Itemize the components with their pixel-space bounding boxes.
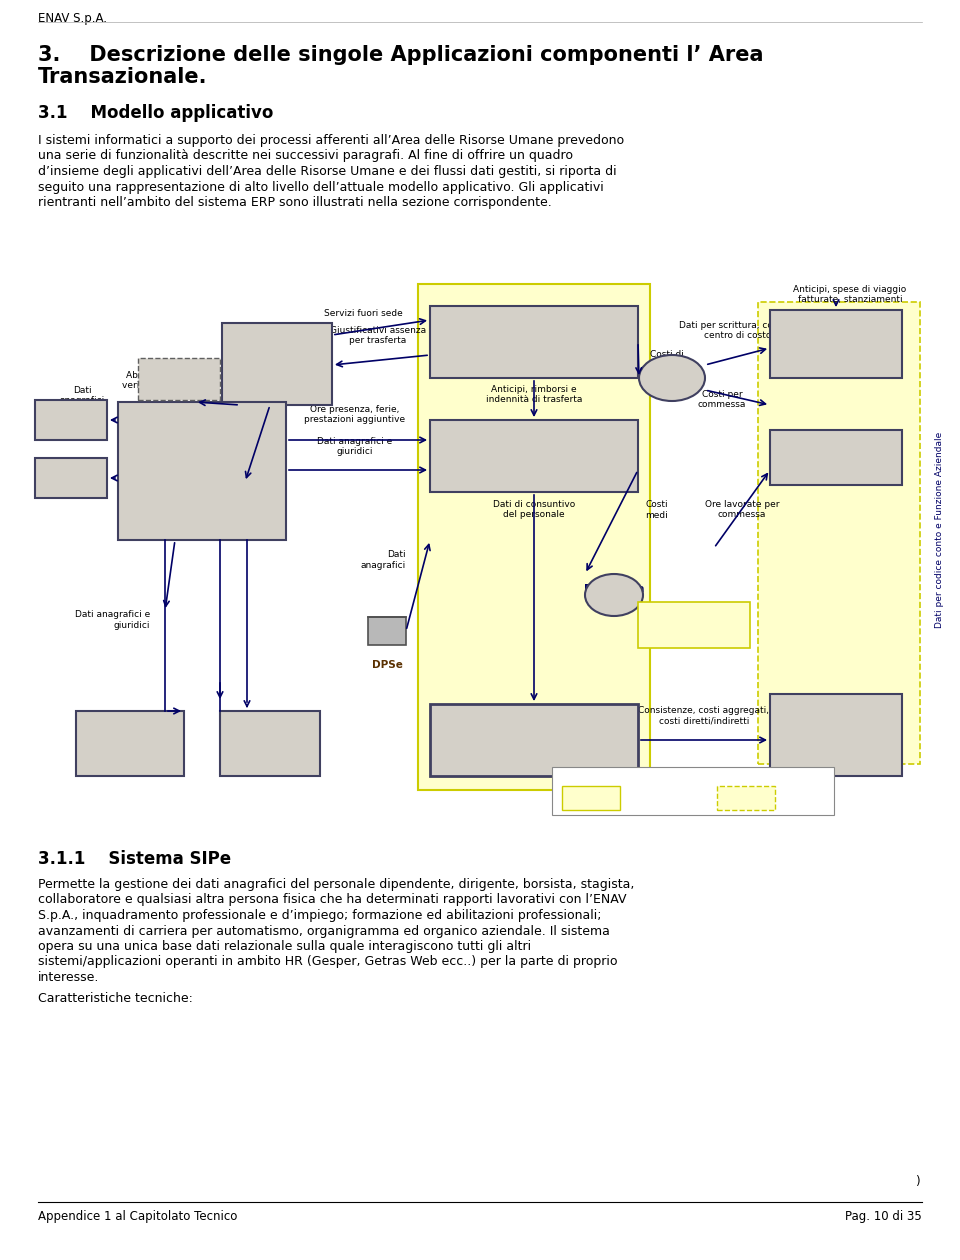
Bar [430,306,638,378]
Text: Siclav: Siclav [53,412,89,426]
Bar [717,786,775,810]
Text: Budget del
personale: Budget del personale [488,723,581,757]
Text: Dati di
impiego: Dati di impiego [244,416,280,435]
Text: Abilitazioni, dati di
verifica giustificativi: Abilitazioni, dati di verifica giustific… [122,370,214,391]
Bar [418,284,650,790]
Text: opera su una unica base dati relazionale sulla quale interagiscono tutti gli alt: opera su una unica base dati relazionale… [38,940,531,953]
Text: Oracle
Financial
Analyzer: Oracle Financial Analyzer [801,709,871,759]
Bar [222,323,332,404]
Text: Anticipi, rimborsi e
indennità di trasferta: Anticipi, rimborsi e indennità di trasfe… [486,386,582,404]
Bar [758,302,920,764]
Text: Applicativi
integrati: Applicativi integrati [567,789,614,808]
Text: Pag. 10 di 35: Pag. 10 di 35 [845,1210,922,1223]
Text: Consistenze, costi aggregati,
costi diretti/indiretti: Consistenze, costi aggregati, costi dire… [638,706,770,724]
Bar [430,704,638,776]
Text: Costi per
commessa: Costi per commessa [698,391,746,410]
Bar [552,767,834,815]
Text: d’insieme degli applicativi dell’Area delle Risorse Umane e dei flussi dati gest: d’insieme degli applicativi dell’Area de… [38,165,616,178]
Bar [118,402,286,541]
Bar [138,358,220,399]
Bar [35,457,107,498]
Text: Dati anagrafici e
giuridici: Dati anagrafici e giuridici [75,610,150,630]
Text: Gestione
Mobilità
Geografica: Gestione Mobilità Geografica [102,726,158,760]
Text: 3.1.1    Sistema SIPe: 3.1.1 Sistema SIPe [38,850,231,868]
Bar [562,786,620,810]
Text: Dati anagrafici e
giuridici: Dati anagrafici e giuridici [318,437,393,456]
Text: Permette la gestione dei dati anagrafici del personale dipendente, dirigente, bo: Permette la gestione dei dati anagrafici… [38,878,635,891]
Bar [770,694,902,776]
Text: Dati per codice conto e Funzione Aziendale: Dati per codice conto e Funzione Azienda… [935,432,945,629]
Text: Ore lavorate per
commessa: Ore lavorate per commessa [705,500,780,519]
Text: Dati
anagrafici: Dati anagrafici [60,386,105,404]
Text: 3.1    Modello applicativo: 3.1 Modello applicativo [38,105,274,122]
Text: ): ) [916,1176,920,1188]
Ellipse shape [585,575,643,616]
Text: GePe: GePe [510,447,559,465]
Text: una serie di funzionalità descritte nei successivi paragrafi. Al fine di offrire: una serie di funzionalità descritte nei … [38,150,573,163]
Text: Anticipi, spese di viaggio
fatturate, stanziamenti: Anticipi, spese di viaggio fatturate, st… [793,285,906,305]
Text: GESPER: GESPER [248,357,306,369]
Text: Dati
anagrafici: Dati anagrafici [361,551,406,570]
Text: GeTras: GeTras [502,333,566,352]
Bar [76,711,184,776]
Bar [770,430,902,485]
Text: Moduli ERP: Moduli ERP [721,794,771,803]
Text: Libro
matricola: Libro matricola [242,728,298,757]
Text: collaboratore e qualsiasi altra persona fisica che ha determinati rapporti lavor: collaboratore e qualsiasi altra persona … [38,893,627,906]
Text: Ore presenza, ferie,
prestazioni aggiuntive: Ore presenza, ferie, prestazioni aggiunt… [304,404,405,425]
Text: 3.    Descrizione delle singole Applicazioni componenti l’ Area: 3. Descrizione delle singole Applicazion… [38,45,763,66]
Text: Visio: Visio [57,470,85,484]
Text: interesse.: interesse. [38,971,100,984]
Text: Dati di consuntivo
del personale: Dati di consuntivo del personale [492,500,575,519]
Text: Servizi fuori sede: Servizi fuori sede [324,309,402,318]
Text: Giustificativi assenza
per trasferta: Giustificativi assenza per trasferta [330,325,426,345]
Bar [220,711,320,776]
Bar [35,399,107,440]
Text: SIPE: SIPE [181,461,223,479]
Text: Procedura val.
costi commessa: Procedura val. costi commessa [655,614,733,636]
Text: S.p.A., inquadramento professionale e d’impiego; formazione ed abilitazioni prof: S.p.A., inquadramento professionale e d’… [38,908,602,922]
Text: Appendice 1 al Capitolato Tecnico: Appendice 1 al Capitolato Tecnico [38,1210,237,1223]
Text: sistemi/applicazioni operanti in ambito HR (Gesper, Getras Web ecc..) per la par: sistemi/applicazioni operanti in ambito … [38,955,617,969]
Text: Transazionale.: Transazionale. [38,67,207,87]
Text: DPSe: DPSe [372,660,402,670]
Ellipse shape [639,355,705,401]
Text: rientranti nell’ambito del sistema ERP sono illustrati nella sezione corrisponde: rientranti nell’ambito del sistema ERP s… [38,197,552,209]
Text: Procedura
JET: Procedura JET [641,367,703,389]
Text: I sistemi informatici a supporto dei processi afferenti all’Area delle Risorse U: I sistemi informatici a supporto dei pro… [38,134,624,147]
Bar [430,420,638,491]
Bar [368,617,406,645]
Text: seguito una rappresentazione di alto livello dell’attuale modello applicativo. G: seguito una rappresentazione di alto liv… [38,180,604,194]
Text: Oracle GL: Oracle GL [795,335,877,350]
Text: Costi
medi: Costi medi [645,500,668,519]
Text: OTL: OTL [820,450,852,465]
Text: Dati per scrittura, conto e
centro di costo: Dati per scrittura, conto e centro di co… [680,320,797,340]
Text: Gestione
turni: Gestione turni [156,367,203,389]
Text: Caratteristiche tecniche:: Caratteristiche tecniche: [38,992,193,1005]
Text: Legenda: Legenda [669,767,717,777]
Bar [638,602,750,648]
Text: avanzamenti di carriera per automatismo, organigramma ed organico aziendale. Il : avanzamenti di carriera per automatismo,… [38,925,610,937]
Text: ENAV S.p.A.: ENAV S.p.A. [38,13,107,25]
Text: Procedura
pensioni: Procedura pensioni [584,583,644,606]
Bar [770,310,902,378]
Text: Costi di
trasferta: Costi di trasferta [650,350,689,369]
